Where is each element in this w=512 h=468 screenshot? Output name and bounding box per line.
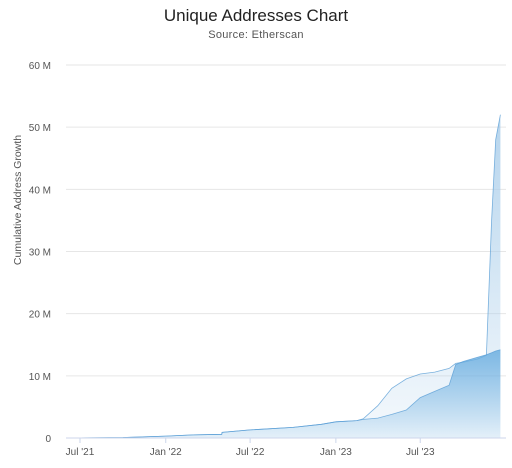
y-tick-label: 50 M bbox=[29, 123, 51, 134]
y-axis-title: Cumulative Address Growth bbox=[12, 135, 24, 265]
y-tick-label: 40 M bbox=[29, 185, 51, 196]
series-areas bbox=[65, 114, 501, 439]
series-area bbox=[66, 114, 501, 438]
y-tick-label: 60 M bbox=[29, 61, 51, 72]
x-tick-label: Jul '23 bbox=[406, 447, 435, 458]
x-tick-label: Jan '22 bbox=[150, 447, 182, 458]
y-tick-label: 10 M bbox=[29, 372, 51, 383]
series-area bbox=[66, 349, 501, 438]
series-line bbox=[65, 349, 501, 439]
y-tick-label: 0 bbox=[45, 434, 51, 445]
y-tick-label: 30 M bbox=[29, 248, 51, 259]
x-tick-label: Jul '21 bbox=[66, 447, 95, 458]
x-tick-label: Jan '23 bbox=[320, 447, 352, 458]
chart-title: Unique Addresses Chart bbox=[163, 6, 349, 25]
y-axis-ticks: 0 10 M 20 M 30 M 40 M 50 M 60 M bbox=[29, 61, 52, 445]
grid-lines bbox=[66, 64, 506, 377]
y-tick-label: 20 M bbox=[29, 310, 51, 321]
chart-subtitle: Source: Etherscan bbox=[208, 29, 304, 41]
x-axis-ticks: Jul '21 Jan '22 Jul '22 Jan '23 Jul '23 bbox=[66, 438, 435, 458]
x-tick-label: Jul '22 bbox=[236, 447, 265, 458]
